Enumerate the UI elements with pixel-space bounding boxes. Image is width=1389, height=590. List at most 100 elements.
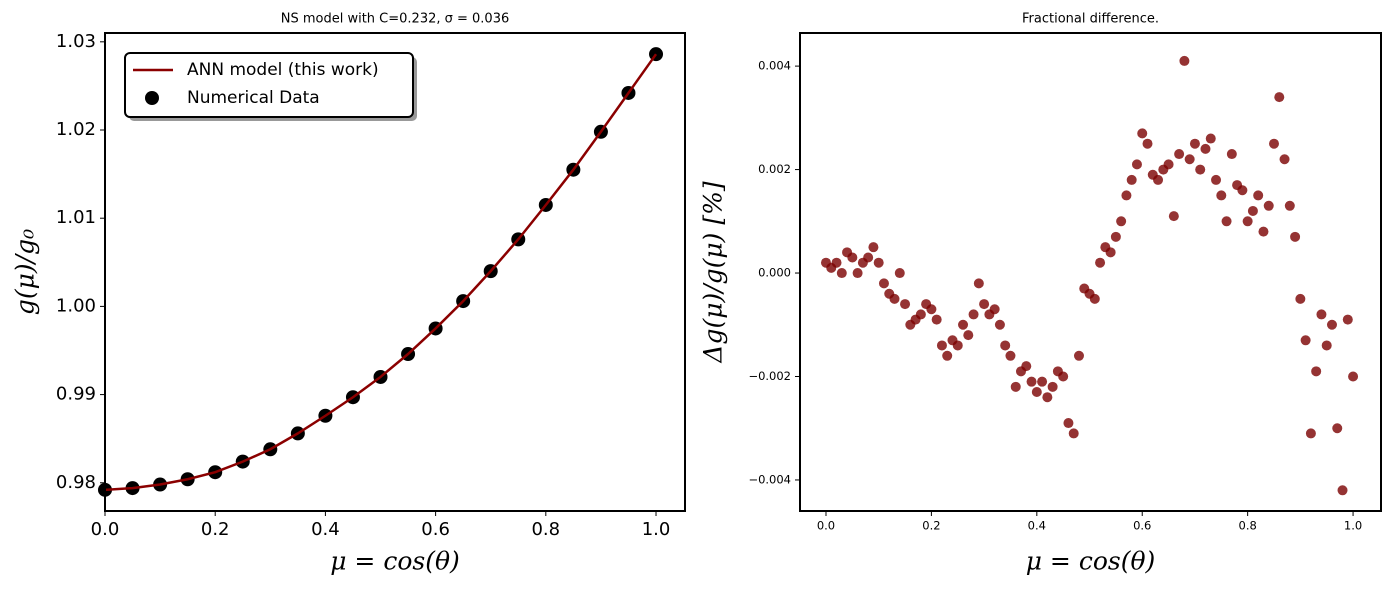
scatter-point bbox=[1163, 159, 1174, 170]
scatter-point bbox=[931, 314, 942, 325]
scatter-point bbox=[1116, 216, 1127, 227]
legend-marker bbox=[145, 91, 159, 105]
scatter-point bbox=[1342, 314, 1353, 325]
x-tick-label: 0.4 bbox=[1028, 518, 1046, 532]
x-tick-label: 0.4 bbox=[311, 519, 340, 540]
scatter-point bbox=[1284, 200, 1295, 211]
scatter-point bbox=[1263, 200, 1274, 211]
scatter-point bbox=[836, 268, 847, 279]
y-tick-label: 0.004 bbox=[758, 59, 791, 73]
y-tick-label: 0.002 bbox=[758, 162, 791, 176]
scatter-point bbox=[968, 309, 979, 320]
x-tick-label: 0.8 bbox=[531, 519, 560, 540]
scatter-point bbox=[1205, 133, 1216, 144]
scatter-point bbox=[1211, 174, 1222, 185]
scatter-point bbox=[958, 319, 969, 330]
scatter-point bbox=[1042, 392, 1053, 403]
scatter-point bbox=[900, 299, 911, 310]
scatter-point bbox=[1021, 361, 1032, 372]
scatter-point bbox=[1337, 485, 1348, 496]
scatter-point bbox=[1121, 190, 1132, 201]
scatter-point bbox=[1295, 293, 1306, 304]
scatter-point bbox=[1247, 205, 1258, 216]
scatter-point bbox=[863, 252, 874, 263]
scatter-point bbox=[1179, 55, 1190, 66]
scatter-point bbox=[1189, 138, 1200, 149]
scatter-point bbox=[1326, 319, 1337, 330]
scatter-point bbox=[873, 257, 884, 268]
scatter-point bbox=[868, 242, 879, 253]
scatter-point bbox=[889, 293, 900, 304]
x-axis-label: μ = cos(θ) bbox=[330, 547, 460, 576]
x-tick-label: 0.0 bbox=[91, 519, 120, 540]
scatter-point bbox=[942, 350, 953, 361]
scatter-point bbox=[1095, 257, 1106, 268]
scatter-point bbox=[989, 304, 1000, 315]
scatter-point bbox=[1073, 350, 1084, 361]
legend-label: Numerical Data bbox=[187, 88, 320, 108]
scatter-point bbox=[847, 252, 858, 263]
y-tick-label: −0.002 bbox=[748, 369, 791, 383]
x-tick-label: 1.0 bbox=[642, 519, 671, 540]
scatter-point bbox=[1274, 92, 1285, 103]
x-tick-label: 0.6 bbox=[1133, 518, 1151, 532]
scatter-point bbox=[1269, 138, 1280, 149]
scatter-point bbox=[1142, 138, 1153, 149]
y-tick-label: 0.99 bbox=[56, 384, 96, 405]
scatter-point bbox=[878, 278, 889, 289]
scatter-point bbox=[852, 268, 863, 279]
x-tick-label: 0.8 bbox=[1239, 518, 1257, 532]
scatter-point bbox=[1216, 190, 1227, 201]
scatter-point bbox=[1300, 335, 1311, 346]
scatter-point bbox=[1290, 231, 1301, 242]
y-tick-label: 1.00 bbox=[56, 295, 96, 316]
x-tick-label: 0.2 bbox=[922, 518, 940, 532]
plot-frame bbox=[799, 32, 1382, 512]
scatter-point bbox=[831, 257, 842, 268]
scatter-point bbox=[894, 268, 905, 279]
scatter-point bbox=[1332, 423, 1343, 434]
scatter-point bbox=[1010, 381, 1021, 392]
x-axis-label: μ = cos(θ) bbox=[1026, 547, 1156, 576]
scatter-point bbox=[926, 304, 937, 315]
scatter-point bbox=[1184, 154, 1195, 165]
scatter-point bbox=[1110, 231, 1121, 242]
x-tick-label: 1.0 bbox=[1344, 518, 1362, 532]
y-tick-label: 1.02 bbox=[56, 119, 96, 140]
scatter-point bbox=[1047, 381, 1058, 392]
scatter-point bbox=[1063, 418, 1074, 429]
y-tick-label: −0.004 bbox=[748, 472, 791, 486]
scatter-point bbox=[915, 309, 926, 320]
scatter-point bbox=[1321, 340, 1332, 351]
y-tick-label: 0.000 bbox=[758, 266, 791, 280]
y-axis-label: g(μ)/g₀ bbox=[11, 229, 40, 315]
line-series bbox=[104, 53, 658, 492]
scatter-point bbox=[1131, 159, 1142, 170]
y-tick-label: 1.03 bbox=[56, 31, 96, 52]
scatter-point bbox=[1026, 376, 1037, 387]
x-tick-label: 0.6 bbox=[421, 519, 450, 540]
scatter-point bbox=[1195, 164, 1206, 175]
y-tick-label: 0.98 bbox=[56, 472, 96, 493]
scatter-point bbox=[1305, 428, 1316, 439]
scatter-point bbox=[1137, 128, 1148, 139]
scatter-point bbox=[952, 340, 963, 351]
scatter-point bbox=[994, 319, 1005, 330]
scatter-point bbox=[1226, 149, 1237, 160]
scatter-point bbox=[1068, 428, 1079, 439]
scatter-point bbox=[1316, 309, 1327, 320]
x-tick-label: 0.0 bbox=[817, 518, 835, 532]
scatter-point bbox=[1000, 340, 1011, 351]
scatter-point bbox=[1174, 149, 1185, 160]
scatter-point bbox=[1153, 174, 1164, 185]
scatter-point bbox=[1105, 247, 1116, 258]
scatter-point bbox=[1200, 143, 1211, 154]
plot-frame bbox=[104, 32, 686, 512]
scatter-point bbox=[1253, 190, 1264, 201]
scatter-point bbox=[973, 278, 984, 289]
chart-title: Fractional difference. bbox=[1022, 12, 1159, 27]
legend bbox=[124, 52, 414, 118]
scatter-point bbox=[1221, 216, 1232, 227]
scatter-point bbox=[1311, 366, 1322, 377]
